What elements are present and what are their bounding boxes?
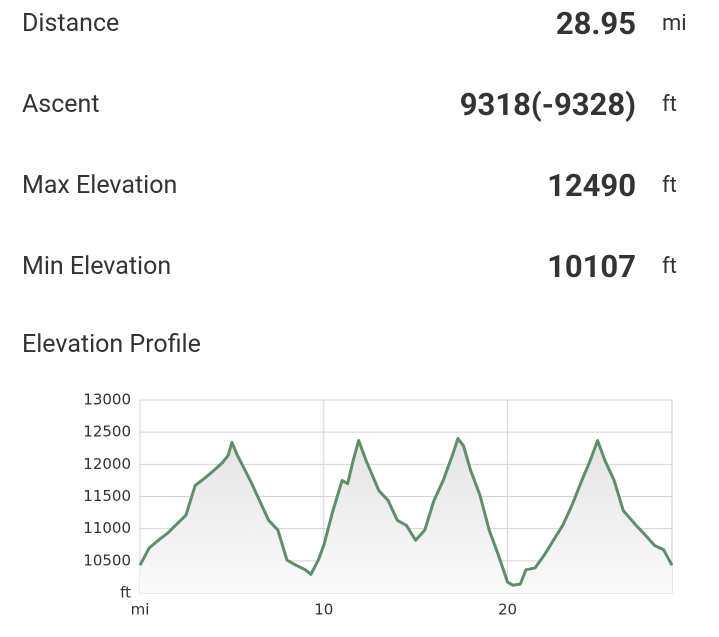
chart-title: Elevation Profile — [22, 330, 201, 359]
x-tick-label: 20 — [498, 601, 517, 619]
stat-label: Min Elevation — [22, 252, 172, 281]
stat-value: 12490 — [547, 167, 636, 204]
stat-row: Max Elevation 12490 ft — [0, 166, 719, 206]
stat-row: Ascent 9318(-9328) ft — [0, 85, 719, 125]
stat-unit: mi — [662, 11, 687, 36]
elevation-line — [138, 437, 674, 587]
area-fill — [140, 438, 672, 593]
y-tick-label: 12000 — [83, 455, 131, 473]
y-tick-label: 11000 — [83, 519, 131, 537]
x-tick-label: mi — [131, 601, 150, 619]
y-tick-label: ft — [120, 584, 131, 602]
stat-unit: ft — [662, 254, 677, 279]
stat-label: Ascent — [22, 90, 100, 119]
y-tick-label: 11500 — [83, 487, 131, 505]
stat-unit: ft — [662, 92, 677, 117]
stat-label: Max Elevation — [22, 171, 178, 200]
stat-value: 9318(-9328) — [459, 86, 636, 123]
stat-unit: ft — [662, 173, 677, 198]
y-tick-label: 12500 — [83, 423, 131, 441]
stat-value: 28.95 — [555, 5, 636, 42]
y-tick-label: 10500 — [83, 551, 131, 569]
stat-label: Distance — [22, 9, 120, 38]
y-tick-label: 13000 — [83, 391, 131, 409]
stat-row: Min Elevation 10107 ft — [0, 247, 719, 287]
stat-value: 10107 — [547, 248, 636, 285]
stat-row: Distance 28.95 mi — [0, 4, 719, 44]
x-tick-label: 10 — [314, 601, 333, 619]
